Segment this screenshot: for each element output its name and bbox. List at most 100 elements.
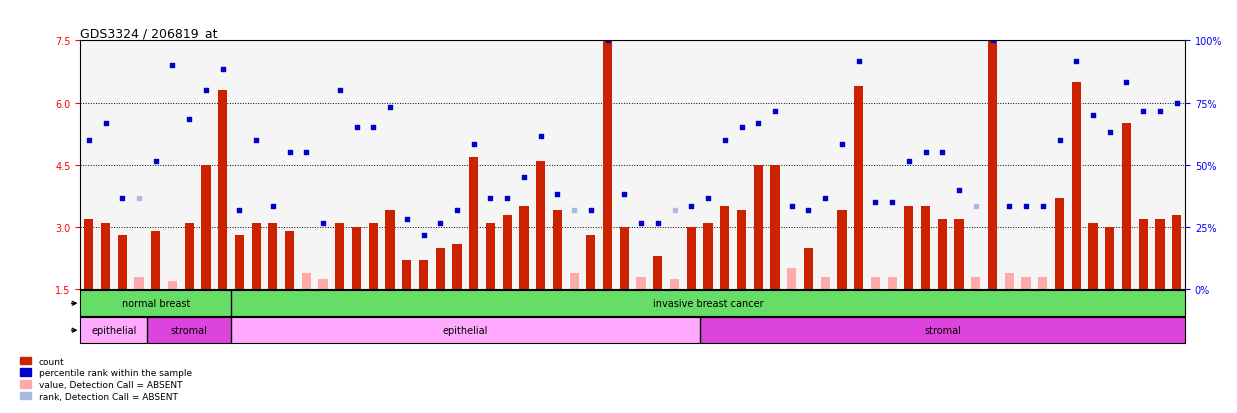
- Bar: [285, 232, 294, 290]
- Bar: [569, 273, 579, 290]
- Bar: [586, 236, 595, 290]
- Bar: [753, 165, 763, 290]
- Bar: [854, 87, 863, 290]
- Bar: [118, 236, 127, 290]
- Point: [263, 204, 283, 210]
- Point: [1150, 108, 1170, 115]
- Point: [346, 125, 366, 131]
- Point: [497, 195, 517, 202]
- Point: [531, 133, 550, 140]
- Point: [1100, 129, 1119, 135]
- Text: epithelial: epithelial: [92, 325, 136, 335]
- Bar: [419, 261, 428, 290]
- Bar: [318, 279, 328, 290]
- Point: [882, 199, 902, 206]
- Point: [1084, 112, 1103, 119]
- Bar: [386, 211, 395, 290]
- Point: [748, 121, 768, 127]
- Bar: [687, 228, 696, 290]
- Bar: [704, 223, 713, 290]
- Bar: [84, 219, 93, 290]
- Bar: [302, 273, 310, 290]
- Text: epithelial: epithelial: [443, 325, 489, 335]
- Point: [464, 141, 484, 148]
- Point: [564, 208, 584, 214]
- Bar: [184, 223, 194, 290]
- Bar: [80, 318, 147, 343]
- Point: [631, 220, 651, 227]
- Bar: [720, 207, 730, 290]
- Point: [866, 199, 886, 206]
- Text: invasive breast cancer: invasive breast cancer: [653, 299, 763, 309]
- Bar: [1089, 223, 1097, 290]
- Bar: [536, 161, 546, 290]
- Bar: [202, 165, 210, 290]
- Point: [364, 125, 383, 131]
- Bar: [453, 244, 461, 290]
- Point: [1033, 204, 1053, 210]
- Bar: [235, 236, 244, 290]
- Point: [447, 208, 466, 214]
- Bar: [988, 41, 997, 290]
- Point: [246, 137, 266, 144]
- Text: GDS3324 / 206819_at: GDS3324 / 206819_at: [80, 27, 218, 40]
- Point: [179, 116, 199, 123]
- Bar: [670, 279, 679, 290]
- Bar: [1155, 219, 1164, 290]
- Point: [1166, 100, 1186, 107]
- Bar: [971, 277, 981, 290]
- Point: [949, 187, 969, 194]
- Bar: [887, 277, 897, 290]
- Point: [430, 220, 450, 227]
- Bar: [1122, 124, 1131, 290]
- Bar: [1038, 277, 1048, 290]
- Bar: [353, 228, 361, 290]
- Bar: [231, 318, 700, 343]
- Bar: [251, 223, 261, 290]
- Bar: [737, 211, 746, 290]
- Text: stromal: stromal: [924, 325, 961, 335]
- Bar: [231, 291, 1185, 316]
- Point: [933, 150, 952, 156]
- Point: [195, 88, 215, 94]
- Bar: [402, 261, 412, 290]
- Bar: [369, 223, 379, 290]
- Bar: [871, 277, 880, 290]
- Point: [966, 204, 986, 210]
- Bar: [218, 91, 228, 290]
- Bar: [435, 248, 445, 290]
- Bar: [904, 207, 913, 290]
- Bar: [1004, 273, 1014, 290]
- Point: [480, 195, 500, 202]
- Point: [280, 150, 299, 156]
- Point: [95, 121, 115, 127]
- Text: stromal: stromal: [171, 325, 208, 335]
- Point: [915, 150, 935, 156]
- Point: [899, 158, 919, 164]
- Point: [79, 137, 99, 144]
- Bar: [553, 211, 562, 290]
- Bar: [502, 215, 512, 290]
- Bar: [101, 223, 110, 290]
- Point: [715, 137, 735, 144]
- Point: [1016, 204, 1035, 210]
- Point: [129, 195, 148, 202]
- Point: [581, 208, 601, 214]
- Bar: [787, 269, 797, 290]
- Point: [230, 208, 250, 214]
- Bar: [653, 256, 663, 290]
- Bar: [1173, 215, 1181, 290]
- Point: [815, 195, 835, 202]
- Point: [313, 220, 333, 227]
- Bar: [820, 277, 830, 290]
- Point: [297, 150, 317, 156]
- Bar: [955, 219, 964, 290]
- Point: [766, 108, 785, 115]
- Bar: [268, 223, 277, 290]
- Point: [515, 175, 534, 181]
- Bar: [168, 281, 177, 290]
- Point: [397, 216, 417, 223]
- Point: [849, 59, 868, 65]
- Bar: [938, 219, 948, 290]
- Point: [330, 88, 350, 94]
